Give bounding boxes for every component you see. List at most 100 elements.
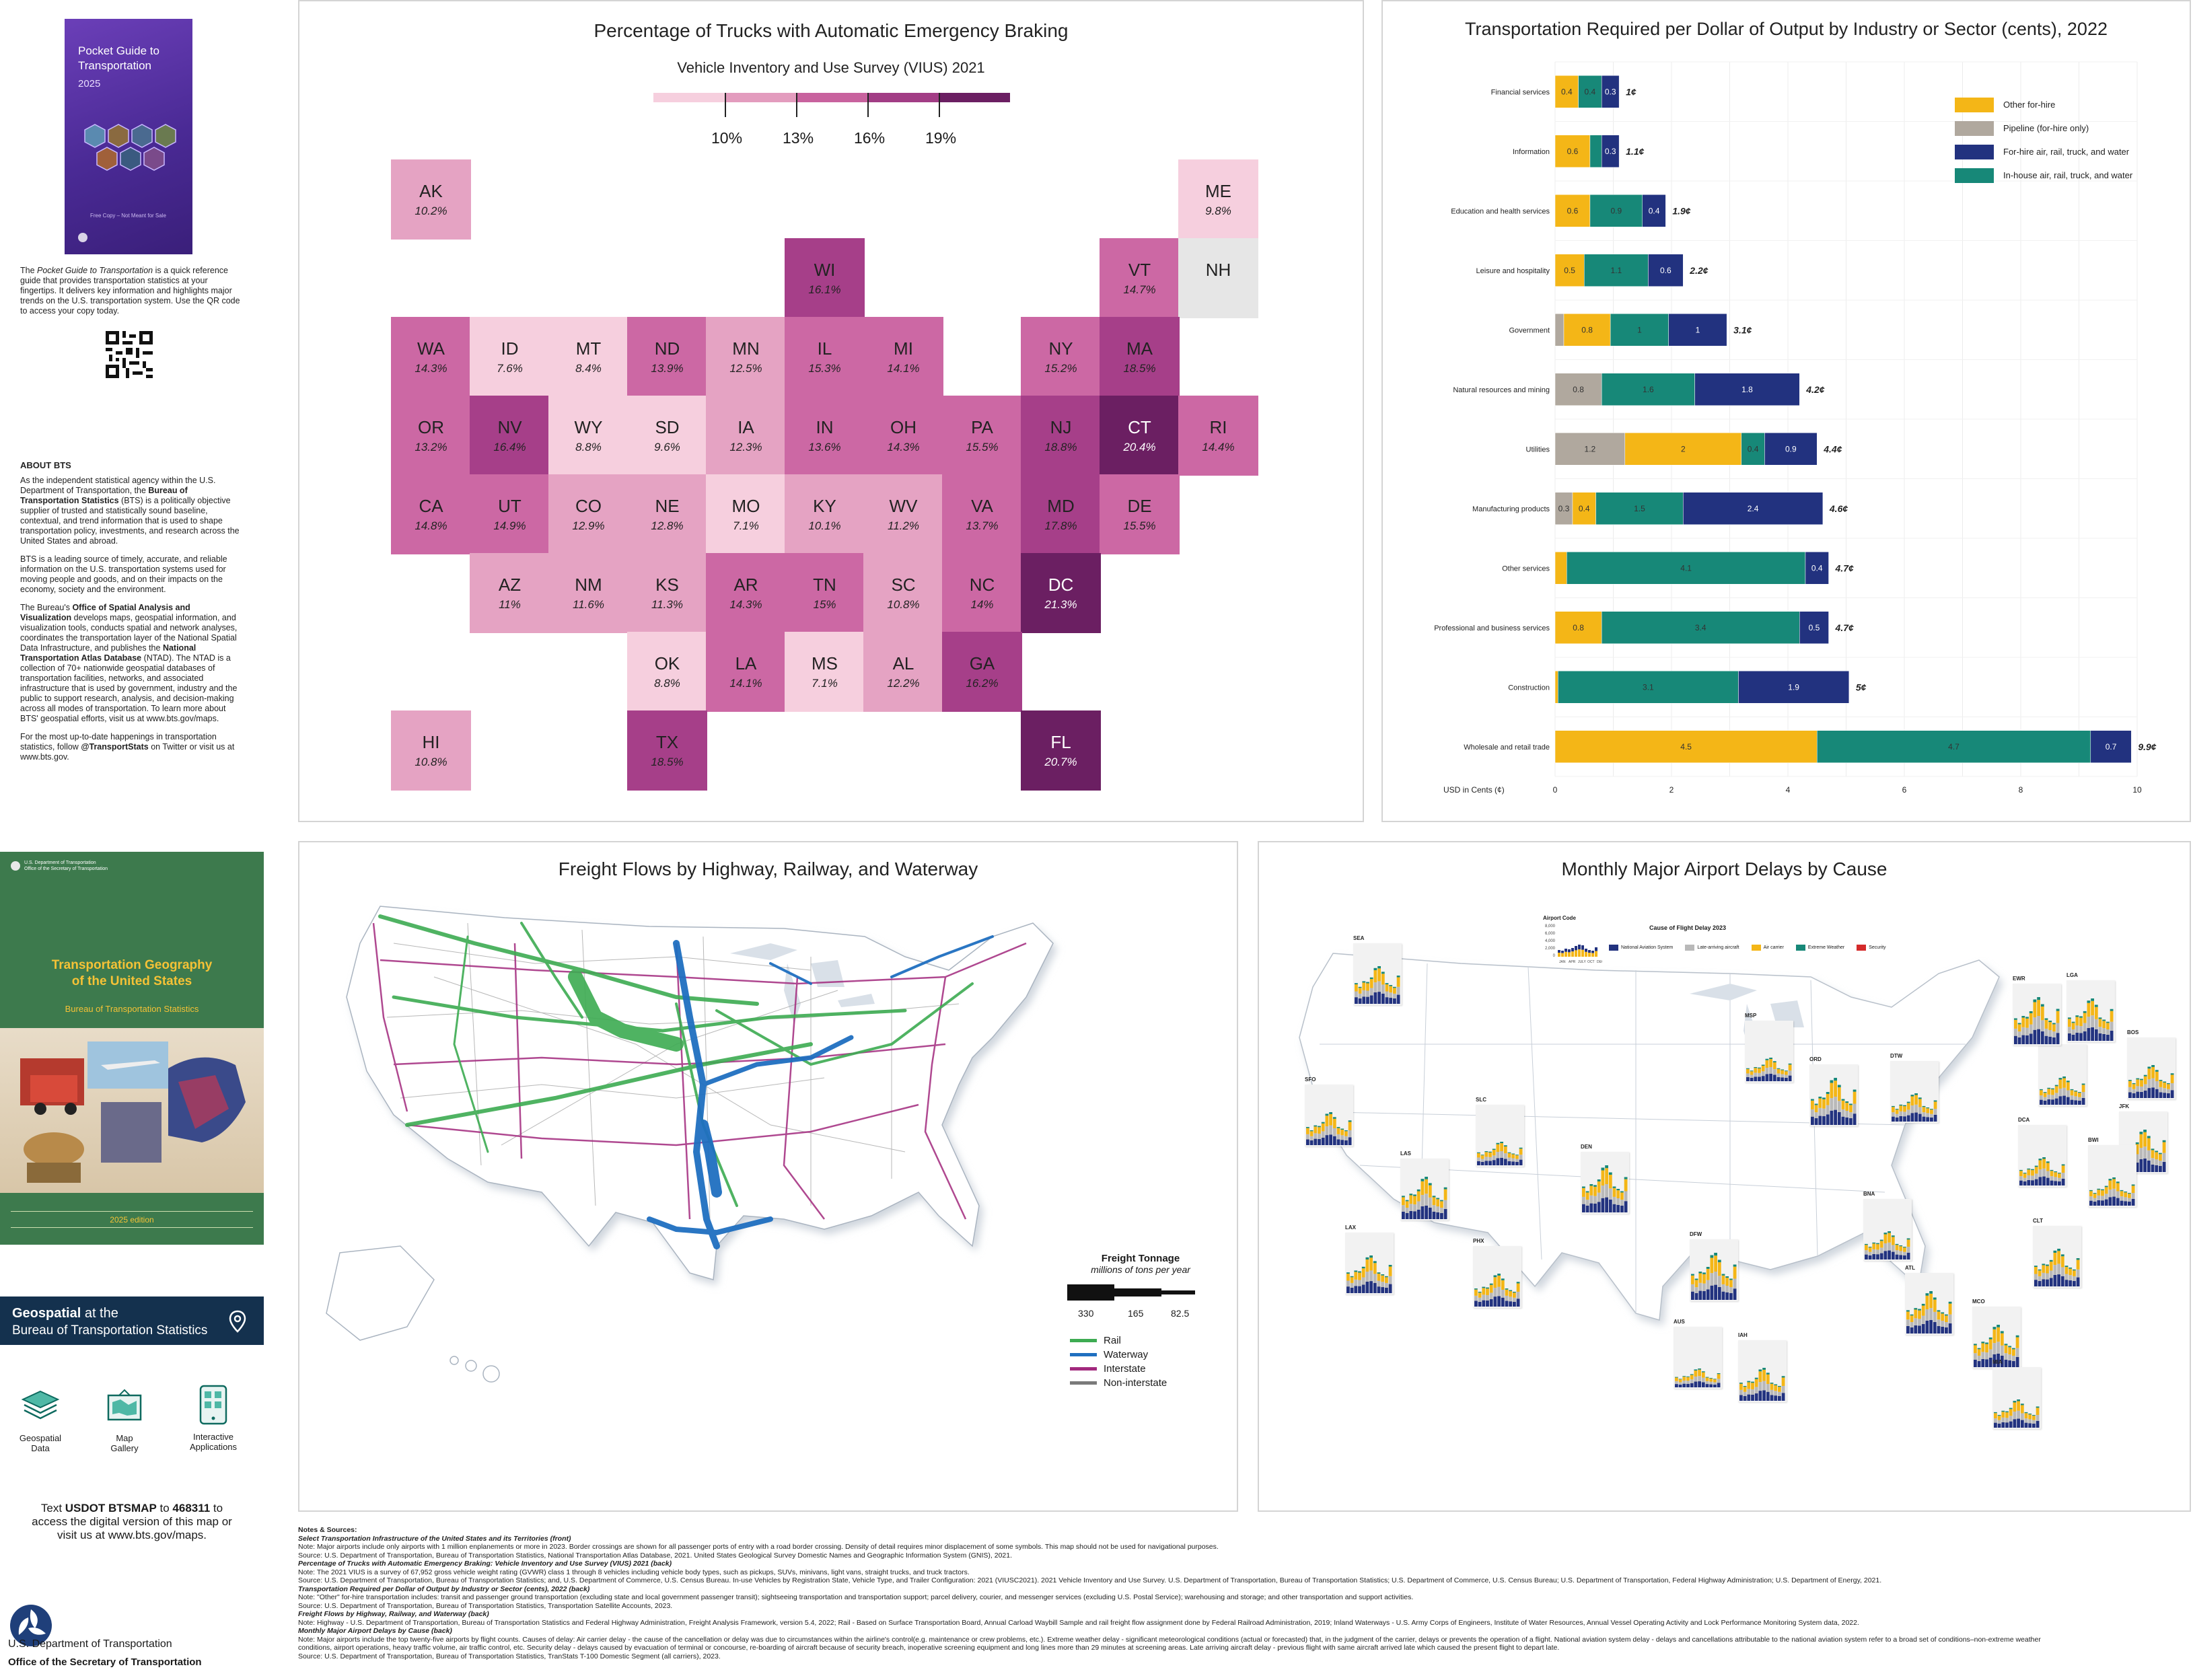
airport-bar-segment (1509, 1301, 1513, 1307)
state-tile-il[interactable]: IL 15.3% (785, 317, 865, 397)
state-tile-in[interactable]: IN 13.6% (785, 396, 865, 476)
state-tile-pa[interactable]: PA 15.5% (942, 396, 1022, 476)
state-tile-nj[interactable]: NJ 18.8% (1021, 396, 1101, 476)
state-tile-md[interactable]: MD 17.8% (1021, 474, 1101, 554)
airport-chart-aus[interactable]: AUS (1674, 1319, 1722, 1389)
link-geospatial-data[interactable]: Geospatial Data (7, 1387, 74, 1468)
airport-bar-segment (1709, 1378, 1713, 1379)
airport-bar-segment (2012, 1349, 2015, 1356)
airport-bar-segment (1396, 976, 1400, 978)
state-tile-tn[interactable]: TN 15% (785, 553, 865, 633)
state-tile-va[interactable]: VA 13.7% (942, 474, 1022, 554)
geospatial-banner[interactable]: Geospatial at the Bureau of Transportati… (0, 1296, 264, 1345)
airport-chart-msp[interactable]: MSP (1745, 1013, 1793, 1083)
state-tile-ga[interactable]: GA 16.2% (942, 632, 1022, 712)
airport-chart-slc[interactable]: SLC (1476, 1097, 1524, 1167)
airport-chart-mco[interactable]: MCO (1972, 1299, 2021, 1368)
state-tile-ma[interactable]: MA 18.5% (1100, 317, 1180, 397)
state-tile-fl[interactable]: FL 20.7% (1021, 710, 1101, 791)
airport-chart-phl[interactable]: PHL (2038, 1036, 2087, 1106)
state-tile-nd[interactable]: ND 13.9% (627, 317, 707, 397)
state-tile-ms[interactable]: MS 7.1% (785, 632, 865, 712)
airport-chart-iah[interactable]: IAH (1738, 1332, 1787, 1402)
airport-bar-segment (1492, 1160, 1496, 1165)
state-tile-la[interactable]: LA 14.1% (706, 632, 786, 712)
state-tile-al[interactable]: AL 12.2% (863, 632, 943, 712)
airport-chart-lga[interactable]: LGA (2066, 972, 2115, 1042)
airport-chart-atl[interactable]: ATL (1905, 1265, 1953, 1335)
pocket-guide-cover[interactable]: Pocket Guide to Transportation 2025 Free… (65, 19, 192, 254)
state-tile-ny[interactable]: NY 15.2% (1021, 317, 1101, 397)
state-tile-nm[interactable]: NM 11.6% (548, 553, 628, 633)
state-tile-ct[interactable]: CT 20.4% (1100, 396, 1180, 476)
state-tile-ok[interactable]: OK 8.8% (627, 632, 707, 712)
airport-chart-lax[interactable]: LAX (1345, 1225, 1394, 1294)
airport-chart-sea[interactable]: SEA (1353, 935, 1402, 1005)
state-tile-ri[interactable]: RI 14.4% (1178, 396, 1258, 476)
state-tile-id[interactable]: ID 7.6% (470, 317, 550, 397)
state-tile-wa[interactable]: WA 14.3% (391, 317, 471, 397)
airport-bar-segment (1766, 1374, 1770, 1385)
airport-bar-segment (2066, 1090, 2070, 1097)
state-tile-wv[interactable]: WV 11.2% (863, 474, 943, 554)
state-tile-wi[interactable]: WI 16.1% (785, 238, 865, 318)
state-tile-mi[interactable]: MI 14.1% (863, 317, 943, 397)
state-tile-nv[interactable]: NV 16.4% (470, 396, 550, 476)
link-map-gallery[interactable]: Map Gallery (91, 1387, 158, 1468)
airport-chart-ord[interactable]: ORD (1809, 1056, 1858, 1126)
state-tile-mo[interactable]: MO 7.1% (706, 474, 786, 554)
state-tile-co[interactable]: CO 12.9% (548, 474, 628, 554)
airport-bar-segment (2098, 1019, 2102, 1027)
airport-chart-phx[interactable]: PHX (1473, 1238, 1521, 1308)
state-tile-hi[interactable]: HI 10.8% (391, 710, 471, 791)
geography-cover[interactable]: U.S. Department of Transportation Office… (0, 852, 264, 1245)
airport-chart-den[interactable]: DEN (1581, 1144, 1629, 1214)
airport-bar-segment (2139, 1132, 2143, 1134)
state-tile-ca[interactable]: CA 14.8% (391, 474, 471, 554)
airport-chart-clt[interactable]: CLT (2033, 1218, 2081, 1288)
state-tile-az[interactable]: AZ 11% (470, 553, 550, 633)
state-tile-mn[interactable]: MN 12.5% (706, 317, 786, 397)
state-tile-sd[interactable]: SD 9.6% (627, 396, 707, 476)
airport-bar-segment (2034, 1165, 2038, 1167)
airport-chart-dtw[interactable]: DTW (1890, 1053, 1939, 1123)
state-tile-nc[interactable]: NC 14% (942, 553, 1022, 633)
state-tile-oh[interactable]: OH 14.3% (863, 396, 943, 476)
qr-code[interactable] (106, 331, 153, 378)
state-tile-ne[interactable]: NE 12.8% (627, 474, 707, 554)
airport-bar-segment (1747, 1381, 1751, 1383)
airport-bar-segment (2170, 1083, 2174, 1091)
airport-chart-bwi[interactable]: BWI (2088, 1137, 2136, 1207)
airport-chart-dca[interactable]: DCA (2018, 1117, 2066, 1187)
airport-chart-sfo[interactable]: SFO (1305, 1076, 1353, 1146)
airport-bar-segment (1751, 1389, 1754, 1395)
state-tile-me[interactable]: ME 9.8% (1178, 159, 1258, 240)
airport-bar-segment (2021, 1027, 2025, 1035)
state-tile-vt[interactable]: VT 14.7% (1100, 238, 1180, 318)
state-tile-tx[interactable]: TX 18.5% (627, 710, 707, 791)
state-tile-sc[interactable]: SC 10.8% (863, 553, 943, 633)
state-tile-dc[interactable]: DC 21.3% (1021, 553, 1101, 633)
state-tile-ky[interactable]: KY 10.1% (785, 474, 865, 554)
airport-chart-las[interactable]: LAS (1400, 1151, 1449, 1220)
state-tile-mt[interactable]: MT 8.4% (548, 317, 628, 397)
link-interactive-applications[interactable]: Interactive Applications (176, 1383, 250, 1468)
airport-chart-bos[interactable]: BOS (2127, 1029, 2176, 1099)
airport-bar-segment (1865, 1254, 1868, 1259)
state-tile-ar[interactable]: AR 14.3% (706, 553, 786, 633)
state-tile-ia[interactable]: IA 12.3% (706, 396, 786, 476)
airport-bar-segment (1385, 1282, 1388, 1288)
airport-bar-segment (2097, 1190, 2101, 1196)
state-tile-ak[interactable]: AK 10.2% (391, 159, 471, 240)
airport-bar-segment (2019, 1169, 2023, 1171)
airport-chart-bna[interactable]: BNA (1863, 1191, 1912, 1261)
state-tile-ks[interactable]: KS 11.3% (627, 553, 707, 633)
airport-chart-dfw[interactable]: DFW (1690, 1231, 1738, 1301)
state-tile-wy[interactable]: WY 8.8% (548, 396, 628, 476)
state-tile-or[interactable]: OR 13.2% (391, 396, 471, 476)
state-tile-nh[interactable]: NH (1178, 238, 1258, 318)
state-tile-de[interactable]: DE 15.5% (1100, 474, 1180, 554)
state-tile-ut[interactable]: UT 14.9% (470, 474, 550, 554)
airport-chart-mia[interactable]: MIA (1992, 1359, 2041, 1429)
airport-chart-ewr[interactable]: EWR (2013, 976, 2061, 1046)
